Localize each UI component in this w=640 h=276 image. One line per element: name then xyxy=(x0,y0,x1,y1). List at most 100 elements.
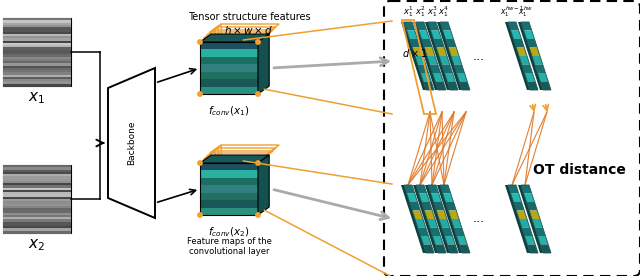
Bar xyxy=(3,165,71,233)
Polygon shape xyxy=(108,68,155,218)
Polygon shape xyxy=(419,193,429,202)
Polygon shape xyxy=(428,185,439,193)
Bar xyxy=(3,179,71,181)
Bar xyxy=(3,25,71,28)
Bar xyxy=(3,54,71,57)
Polygon shape xyxy=(532,56,543,65)
Bar xyxy=(3,210,71,213)
Bar xyxy=(3,190,71,193)
Text: $x_2$: $x_2$ xyxy=(28,237,45,253)
Polygon shape xyxy=(445,39,456,47)
Bar xyxy=(3,81,71,84)
Bar xyxy=(3,77,71,80)
Polygon shape xyxy=(521,185,532,193)
Polygon shape xyxy=(440,185,451,193)
Polygon shape xyxy=(511,193,522,202)
Bar xyxy=(3,215,71,218)
Polygon shape xyxy=(540,81,551,90)
Circle shape xyxy=(198,213,202,217)
Text: $x_1$: $x_1$ xyxy=(28,90,45,106)
Polygon shape xyxy=(454,65,465,73)
Bar xyxy=(3,34,71,37)
Bar xyxy=(3,206,71,209)
Bar xyxy=(3,185,71,188)
Polygon shape xyxy=(529,211,540,219)
Polygon shape xyxy=(511,31,522,39)
Bar xyxy=(3,222,71,224)
Bar xyxy=(3,47,71,50)
Polygon shape xyxy=(442,227,452,236)
Polygon shape xyxy=(527,39,537,47)
Polygon shape xyxy=(448,47,459,56)
Polygon shape xyxy=(420,73,431,81)
Bar xyxy=(3,43,71,46)
Polygon shape xyxy=(521,22,532,31)
Polygon shape xyxy=(410,202,420,211)
Polygon shape xyxy=(445,73,455,81)
Bar xyxy=(3,66,71,68)
Polygon shape xyxy=(200,42,258,49)
Text: $x_1^{hw}$: $x_1^{hw}$ xyxy=(518,4,532,19)
Polygon shape xyxy=(424,211,435,219)
Polygon shape xyxy=(423,81,434,90)
Text: $d \times 1$: $d \times 1$ xyxy=(402,47,428,59)
Bar xyxy=(3,231,71,233)
Polygon shape xyxy=(428,22,439,31)
Bar xyxy=(3,203,71,206)
Text: $x_1^3$: $x_1^3$ xyxy=(426,4,438,19)
Bar xyxy=(3,181,71,184)
Polygon shape xyxy=(427,56,438,65)
Polygon shape xyxy=(527,81,538,90)
Polygon shape xyxy=(413,22,438,90)
Polygon shape xyxy=(525,236,535,245)
Polygon shape xyxy=(410,39,420,47)
Polygon shape xyxy=(519,219,530,227)
Polygon shape xyxy=(535,227,545,236)
Polygon shape xyxy=(404,22,415,31)
Circle shape xyxy=(256,92,260,96)
Polygon shape xyxy=(508,22,519,31)
Bar xyxy=(3,31,71,34)
Bar xyxy=(3,167,71,170)
Circle shape xyxy=(256,213,260,217)
Bar xyxy=(3,36,71,39)
Bar xyxy=(3,18,71,86)
Bar xyxy=(3,174,71,177)
Text: $x_1^1$: $x_1^1$ xyxy=(403,4,413,19)
Polygon shape xyxy=(460,81,470,90)
Bar xyxy=(3,41,71,43)
Bar xyxy=(3,165,71,168)
Bar xyxy=(3,27,71,30)
Text: ...: ... xyxy=(473,49,485,62)
Polygon shape xyxy=(424,47,435,56)
Polygon shape xyxy=(513,202,524,211)
Polygon shape xyxy=(508,185,519,193)
Polygon shape xyxy=(527,245,538,253)
Polygon shape xyxy=(413,185,438,253)
Bar xyxy=(3,59,71,62)
Polygon shape xyxy=(524,31,534,39)
Polygon shape xyxy=(407,31,417,39)
Polygon shape xyxy=(456,236,467,245)
Text: $x_1^{hw-1}$: $x_1^{hw-1}$ xyxy=(500,4,524,19)
Bar xyxy=(3,68,71,71)
Polygon shape xyxy=(518,22,543,90)
Polygon shape xyxy=(456,73,467,81)
Polygon shape xyxy=(518,185,543,253)
Polygon shape xyxy=(418,65,429,73)
Polygon shape xyxy=(516,211,527,219)
Bar xyxy=(3,45,71,48)
Bar xyxy=(3,201,71,204)
Polygon shape xyxy=(527,202,537,211)
Bar xyxy=(3,188,71,190)
Text: Tensor structure features: Tensor structure features xyxy=(188,12,310,22)
Polygon shape xyxy=(416,185,427,193)
Polygon shape xyxy=(439,219,450,227)
Bar xyxy=(3,79,71,82)
Circle shape xyxy=(256,40,260,44)
Polygon shape xyxy=(433,39,444,47)
Polygon shape xyxy=(412,211,423,219)
Bar xyxy=(3,57,71,59)
Polygon shape xyxy=(200,49,258,57)
Bar xyxy=(3,61,71,64)
